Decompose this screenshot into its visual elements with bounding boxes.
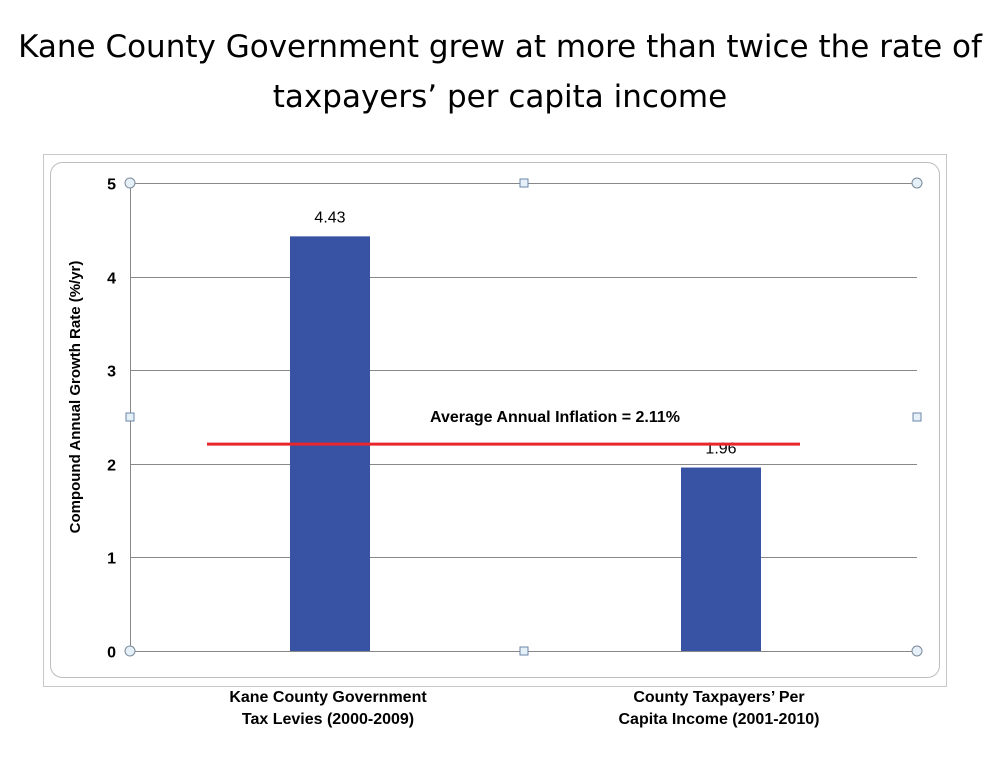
y-tick-label: 5 [107, 177, 116, 194]
resize-handle-side[interactable] [125, 412, 135, 422]
slide-title: Kane County Government grew at more than… [18, 29, 982, 115]
x-tick-label: Kane County Government [229, 689, 427, 706]
x-tick-label: Tax Levies (2000-2009) [242, 711, 414, 728]
y-tick-label: 4 [107, 271, 116, 288]
resize-handle-corner[interactable] [911, 645, 923, 657]
resize-handle-side[interactable] [519, 646, 529, 656]
data-label: 4.43 [314, 209, 345, 226]
y-tick-label: 0 [107, 645, 116, 662]
resize-handle-corner[interactable] [124, 177, 136, 189]
x-tick-label: Capita Income (2001-2010) [619, 711, 820, 728]
resize-handle-corner[interactable] [911, 177, 923, 189]
y-tick-label: 2 [107, 458, 116, 475]
resize-handle-side[interactable] [519, 178, 529, 188]
resize-handle-side[interactable] [912, 412, 922, 422]
inflation-label: Average Annual Inflation = 2.11% [430, 409, 680, 426]
y-tick-label: 3 [107, 364, 116, 381]
resize-handle-corner[interactable] [124, 645, 136, 657]
bar[interactable] [681, 467, 761, 651]
y-axis-label: Compound Annual Growth Rate (%/yr) [67, 261, 84, 534]
x-tick-label: County Taxpayers’ Per [633, 689, 804, 706]
y-tick-label: 1 [107, 551, 116, 568]
